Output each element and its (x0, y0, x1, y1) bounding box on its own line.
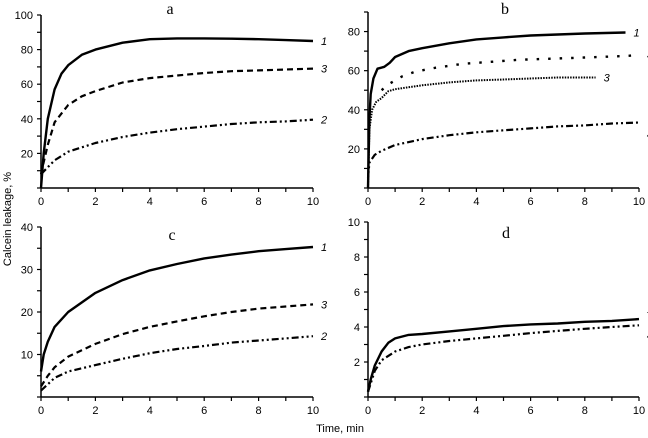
y-tick-label: 80 (21, 45, 33, 57)
series-label: 3 (604, 73, 611, 85)
series-label: 1 (321, 242, 327, 254)
y-tick-label: 80 (348, 27, 360, 39)
y-axis-label: Calcein leakage, % (2, 172, 14, 266)
y-tick-label: 40 (21, 114, 33, 126)
series-label: 2 (646, 328, 648, 340)
x-tick-label: 8 (256, 405, 262, 417)
x-tick-label: 0 (38, 196, 44, 208)
y-tick-label: 40 (21, 222, 33, 234)
y-tick-label: 60 (21, 79, 33, 91)
y-tick-label: 20 (348, 144, 360, 156)
y-tick-label: 20 (21, 148, 33, 160)
x-tick-label: 4 (473, 405, 479, 417)
series-label: 1 (321, 36, 327, 48)
panel-title: a (166, 1, 173, 18)
x-tick-label: 6 (528, 196, 534, 208)
series-label: 2 (646, 127, 648, 139)
series-line-1 (39, 245, 314, 372)
y-tick-label: 6 (354, 287, 360, 299)
x-tick-label: 6 (201, 196, 207, 208)
x-tick-label: 6 (528, 405, 534, 417)
y-tick-label: 8 (354, 252, 360, 264)
panel-title: b (501, 1, 509, 18)
x-tick-label: 10 (307, 196, 319, 208)
x-tick-label: 2 (92, 196, 98, 208)
series-line-1 (39, 37, 314, 189)
y-tick-label: 20 (21, 307, 33, 319)
panel-c: 0 2 4 6 8 10 10 20 30 40 c 1 3 2 (21, 222, 328, 417)
series-line-3 (39, 67, 314, 175)
x-tick-label: 6 (201, 405, 207, 417)
series-label: 1 (633, 28, 639, 40)
series-line-3 (40, 303, 314, 387)
x-tick-label: 0 (365, 196, 371, 208)
x-axis-label: Time, min (316, 423, 364, 435)
series-label: 2 (320, 331, 327, 343)
y-tick-label: 10 (348, 217, 360, 229)
x-tick-label: 2 (419, 196, 425, 208)
series-label: 3 (321, 299, 328, 311)
panel-a: 0 2 4 6 8 10 20 40 60 80 100 a 1 3 2 (15, 1, 328, 208)
series-line-2 (40, 118, 314, 175)
y-tick-label: 60 (348, 66, 360, 78)
x-tick-label: 4 (147, 196, 153, 208)
series-line-1 (366, 317, 640, 393)
y-tick-label: 10 (21, 350, 33, 362)
panel-title: c (168, 227, 175, 244)
x-tick-label: 2 (92, 405, 98, 417)
x-tick-label: 2 (419, 405, 425, 417)
x-tick-label: 10 (307, 405, 319, 417)
series-line-3 (367, 76, 596, 189)
series-line-2 (40, 335, 314, 392)
series-line-1 (366, 31, 626, 189)
series-line-2 (366, 121, 640, 179)
y-tick-label: 30 (21, 265, 33, 277)
x-tick-label: 10 (633, 196, 645, 208)
x-tick-label: 4 (147, 405, 153, 417)
series-label: 2 (320, 115, 327, 127)
series-label: 3 (321, 64, 328, 76)
y-tick-label: 2 (354, 357, 360, 369)
series-line-4 (380, 53, 640, 92)
y-tick-label: 100 (15, 10, 33, 22)
y-tick-label: 4 (354, 322, 360, 334)
x-tick-label: 4 (473, 196, 479, 208)
x-tick-label: 0 (365, 405, 371, 417)
x-tick-label: 8 (256, 196, 262, 208)
x-tick-label: 10 (633, 405, 645, 417)
y-tick-label: 40 (348, 105, 360, 117)
x-tick-label: 0 (38, 405, 44, 417)
panel-d: 0246810246810d12 (348, 217, 648, 417)
x-tick-label: 8 (582, 196, 588, 208)
panel-b: 024681020406080b1432 (348, 1, 648, 208)
panel-title: d (502, 225, 510, 242)
x-tick-label: 8 (582, 405, 588, 417)
